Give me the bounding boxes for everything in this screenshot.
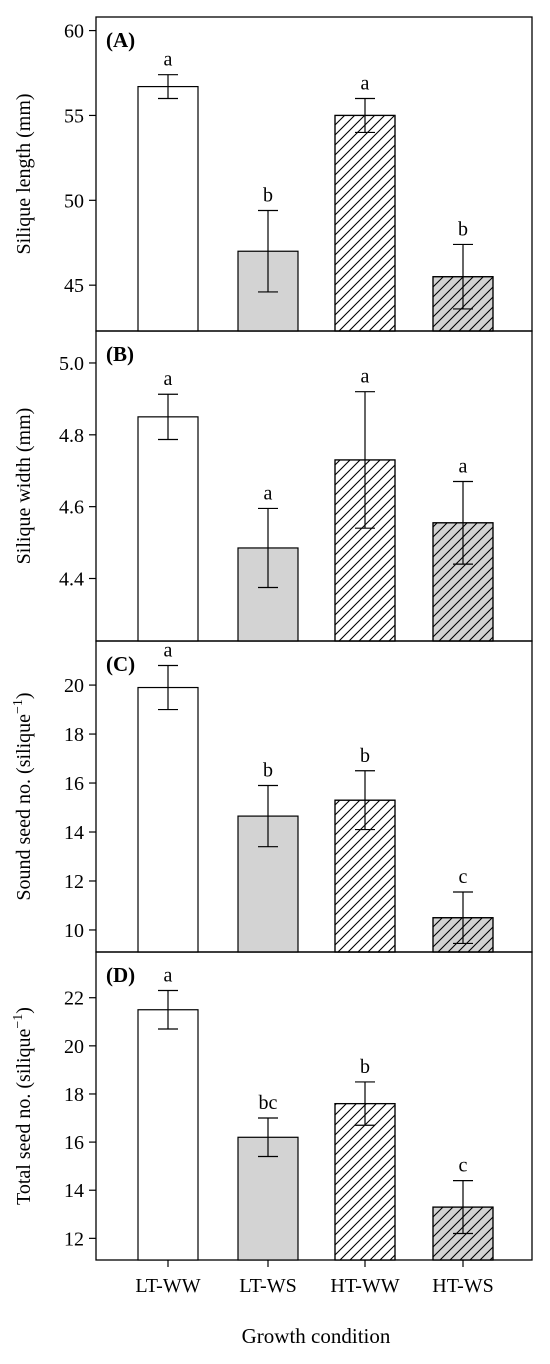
panel-label: (A) (106, 28, 135, 52)
bar-lt-ww (137, 1009, 199, 1261)
y-tick-label: 10 (64, 920, 84, 942)
significance-letter: a (361, 72, 370, 94)
significance-letter: a (164, 639, 173, 661)
significance-letter: bc (259, 1092, 278, 1114)
significance-letter: a (361, 366, 370, 388)
y-tick-label: 20 (64, 675, 84, 697)
y-tick-label: 50 (64, 190, 84, 212)
bar-lt-ww (137, 416, 199, 642)
bar-lt-ww (137, 686, 199, 953)
significance-letter: b (360, 1056, 370, 1078)
significance-letter: b (360, 745, 370, 767)
y-tick-label: 14 (64, 1180, 84, 1202)
panel-b: 4.4 4.6 4.8 5.0 a a a a (B) Silique width (mm) (13, 330, 533, 642)
panel-label: (D) (106, 963, 135, 987)
significance-letter: b (263, 759, 273, 781)
significance-letter: a (164, 49, 173, 71)
x-tick-label: HT-WS (432, 1275, 493, 1297)
y-tick-label: 4.6 (59, 497, 84, 519)
significance-letter: c (459, 866, 468, 888)
bar-hatch (334, 1102, 396, 1261)
y-tick-label: 4.4 (59, 568, 84, 590)
y-tick-label: 14 (64, 822, 84, 844)
significance-letter: c (459, 1155, 468, 1177)
y-tick-label: 16 (64, 1132, 84, 1154)
y-tick-label: 18 (64, 1084, 84, 1106)
y-tick-label: 5.0 (59, 353, 84, 375)
y-axis-label: Sound seed no. (silique−1) (11, 692, 35, 900)
x-tick-label: LT-WW (135, 1275, 200, 1297)
y-tick-label: 18 (64, 724, 84, 746)
shared-x-axis: LT-WW LT-WS HT-WW HT-WS (135, 1260, 494, 1297)
y-tick-label: 16 (64, 773, 84, 795)
y-tick-label: 12 (64, 1228, 84, 1250)
significance-letter: a (264, 482, 273, 504)
panel-label: (B) (106, 342, 134, 366)
y-tick-label: 20 (64, 1036, 84, 1058)
plot-frame (95, 951, 533, 1261)
bar-lt-ww (137, 85, 199, 332)
y-tick-label: 12 (64, 871, 84, 893)
x-tick-label: HT-WW (330, 1275, 399, 1297)
y-tick-label: 4.8 (59, 425, 84, 447)
panel-c: 10 12 14 16 18 20 a b b c (C) Sound seed no. (siliq… (11, 639, 533, 953)
chart-panels: 45 50 55 60 a b a b (A) Silique length (mm) 4.4 4.6… (11, 16, 533, 1261)
bar-hatch (334, 114, 396, 332)
y-tick-label: 55 (64, 105, 84, 127)
significance-letter: a (164, 965, 173, 987)
panel-label: (C) (106, 652, 135, 676)
x-axis-label: Growth condition (242, 1324, 391, 1348)
y-tick-label: 22 (64, 988, 84, 1010)
panel-a: 45 50 55 60 a b a b (A) Silique length (mm) (13, 16, 533, 332)
significance-letter: b (263, 184, 273, 206)
significance-letter: a (164, 368, 173, 390)
y-tick-label: 60 (64, 21, 84, 43)
significance-letter: a (459, 456, 468, 478)
y-tick-label: 45 (64, 275, 84, 297)
y-axis-label: Silique length (mm) (13, 93, 35, 254)
y-axis-label: Total seed no. (silique−1) (11, 1007, 35, 1205)
x-tick-label: LT-WS (239, 1275, 296, 1297)
significance-letter: b (458, 218, 468, 240)
y-axis-label: Silique width (mm) (13, 408, 35, 565)
